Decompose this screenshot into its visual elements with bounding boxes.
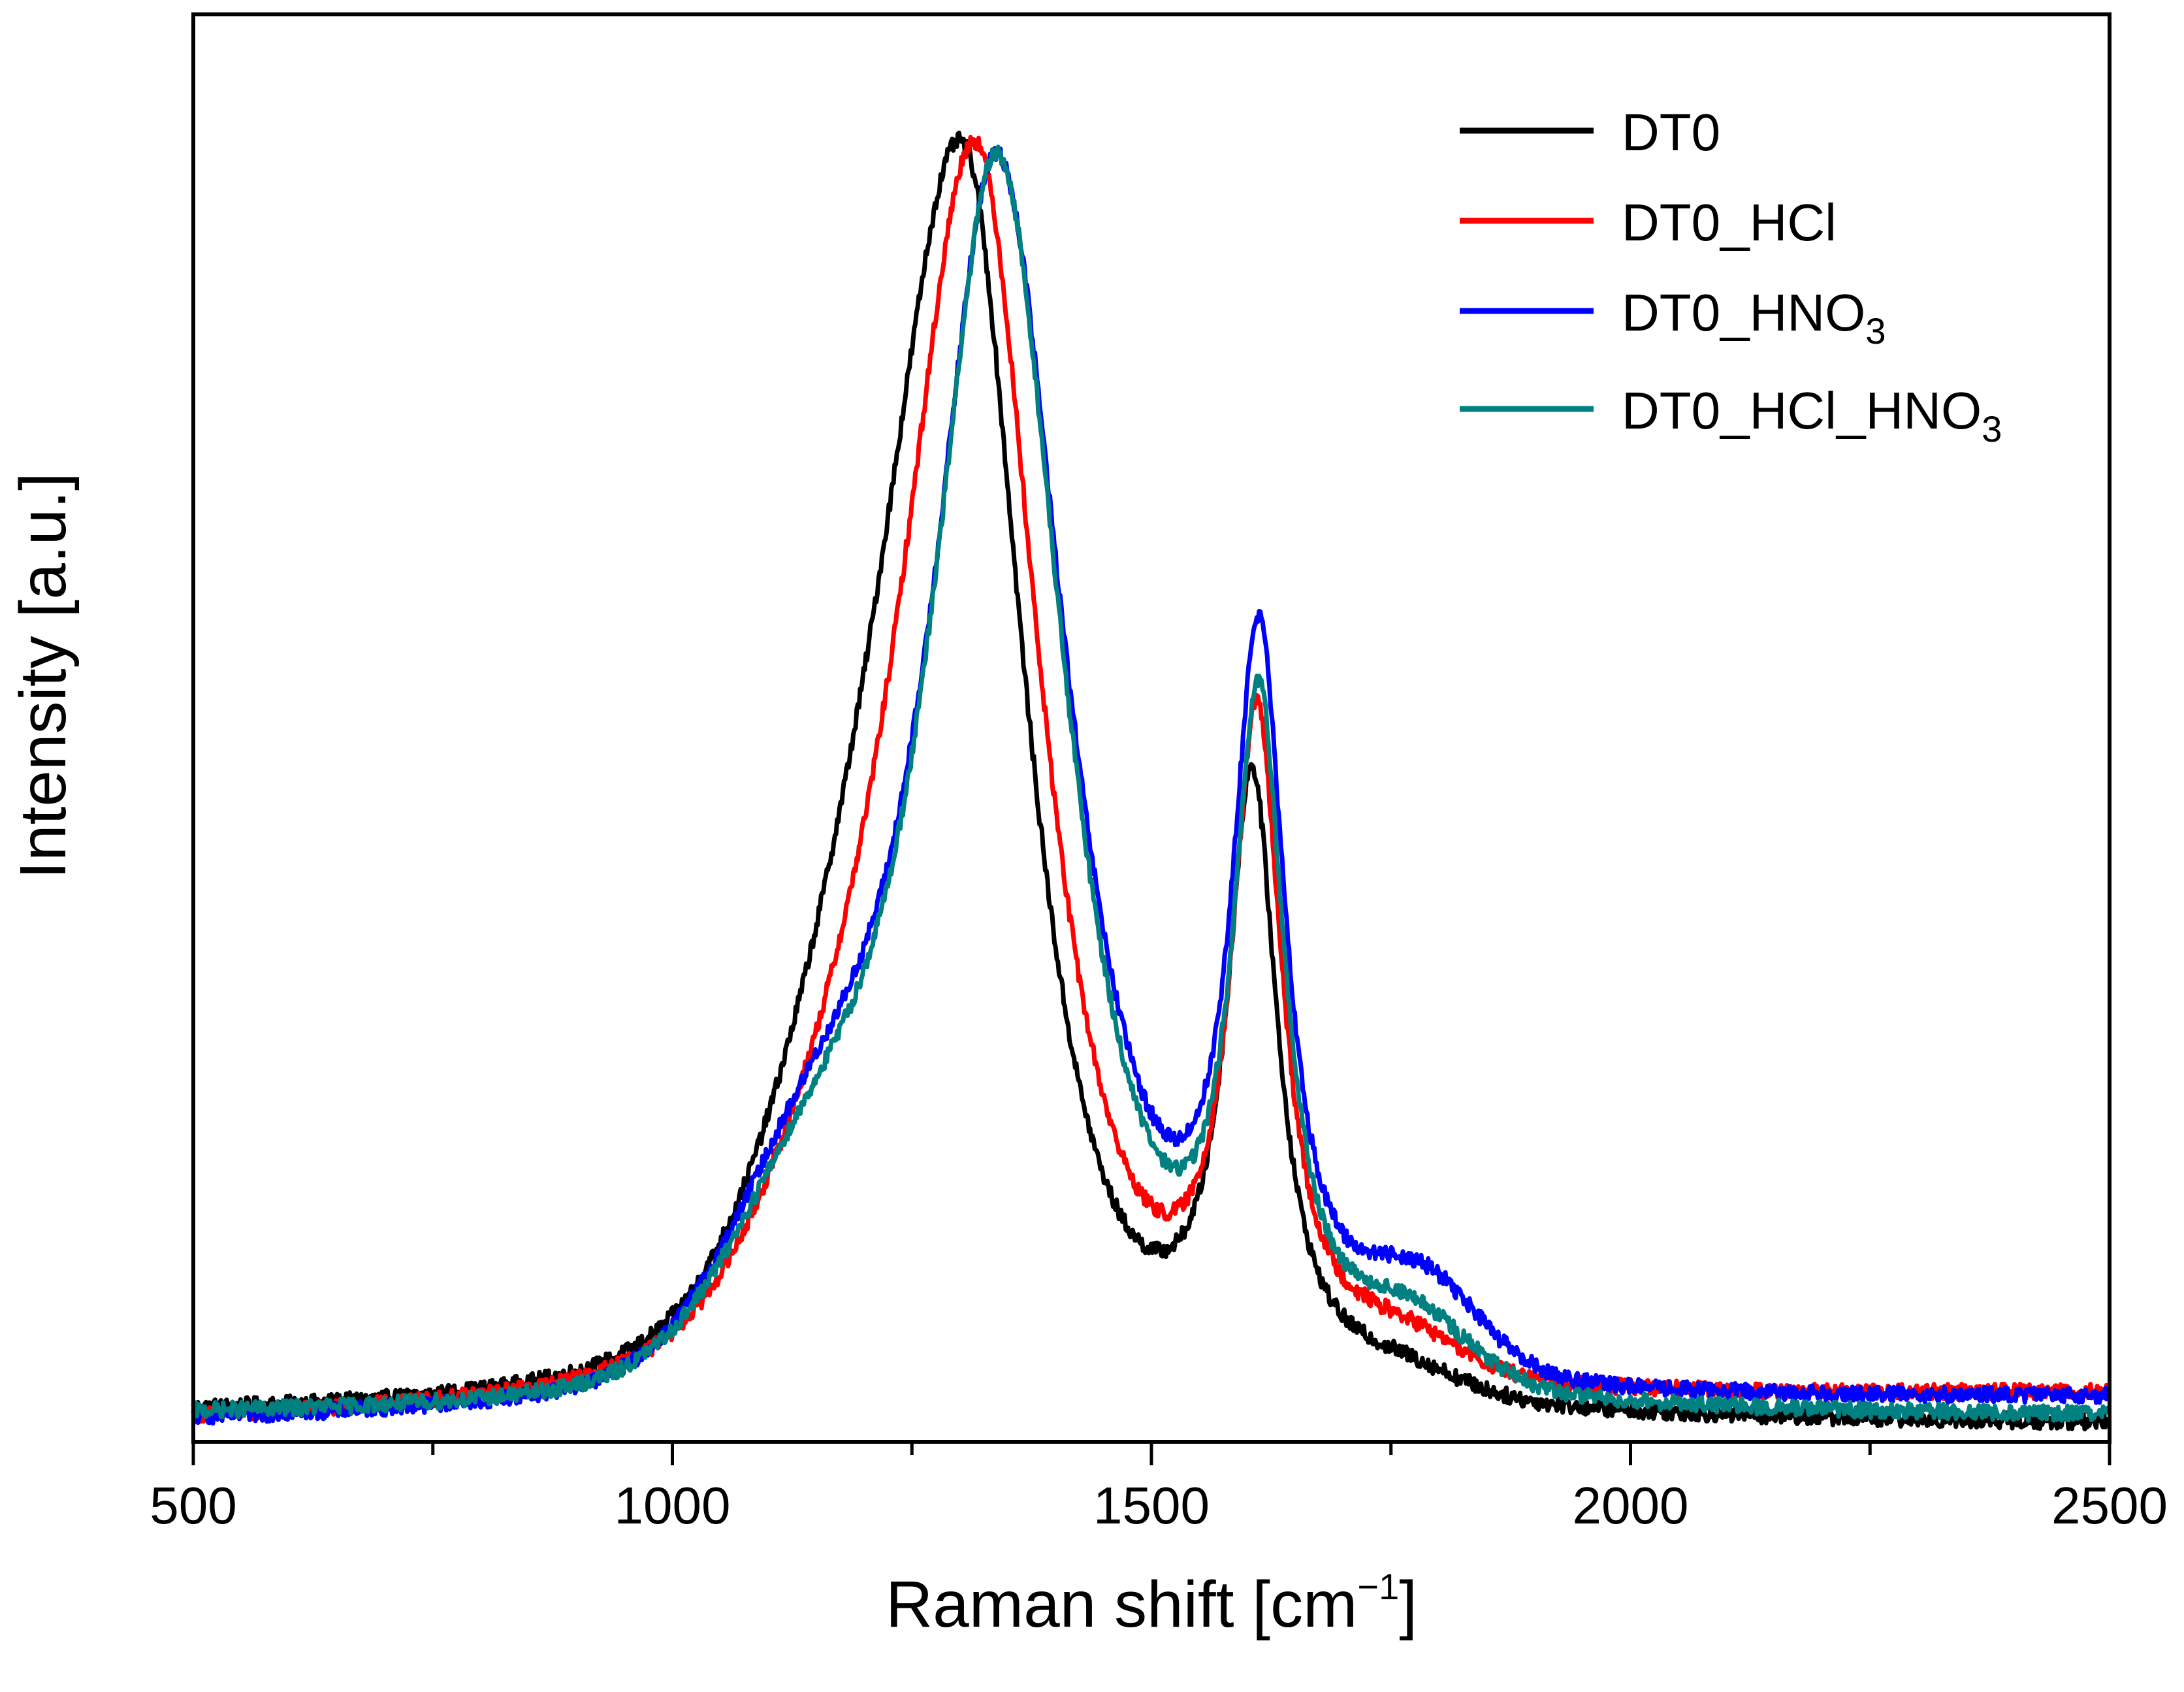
legend-label: DT0_HCl xyxy=(1622,193,1837,252)
x-tick-label: 2000 xyxy=(1573,1476,1689,1535)
x-axis-title: Raman shift [cm−1] xyxy=(886,1566,1417,1641)
series-layer xyxy=(191,131,2112,1431)
x-axis-ticks xyxy=(191,1442,2112,1465)
x-tick-label: 1000 xyxy=(615,1476,731,1535)
series-line-dt0-hcl-hno3 xyxy=(191,144,2110,1423)
x-axis-tick-labels: 500 1000 1500 2000 2500 xyxy=(150,1476,2168,1535)
x-tick-label: 2500 xyxy=(2051,1476,2168,1535)
series-line-dt0 xyxy=(191,131,2111,1431)
y-axis-title: Intensity [a.u.] xyxy=(7,472,80,879)
legend-label: DT0_HNO3 xyxy=(1622,284,1886,351)
legend-label: DT0_HCl_HNO3 xyxy=(1622,382,2002,449)
x-tick-label: 1500 xyxy=(1093,1476,1210,1535)
legend-label: DT0 xyxy=(1622,103,1720,161)
legend: DT0 DT0_HCl DT0_HNO3 DT0_HCl_HNO3 xyxy=(1460,103,2002,449)
x-tick-label: 500 xyxy=(150,1476,236,1535)
